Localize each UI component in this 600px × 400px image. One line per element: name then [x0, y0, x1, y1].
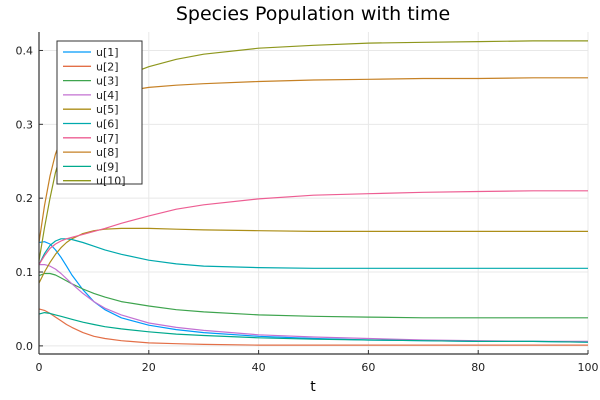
legend-label-u7: u[7] [96, 132, 119, 145]
legend-label-u5: u[5] [96, 103, 119, 116]
y-tick-label: 0.0 [16, 340, 34, 353]
series-line-u6 [38, 238, 588, 269]
legend-label-u4: u[4] [96, 89, 119, 102]
x-tick-label: 20 [142, 361, 156, 374]
x-tick-label: 0 [36, 361, 43, 374]
y-tick-label: 0.2 [16, 192, 34, 205]
y-tick-label: 0.3 [16, 118, 34, 131]
series-line-u9 [38, 312, 589, 343]
y-tick-label: 0.4 [16, 44, 34, 57]
legend-box [56, 40, 143, 185]
series-line-u5 [38, 227, 588, 284]
x-tick-label: 80 [471, 361, 485, 374]
series-line-u4 [39, 264, 588, 342]
legend-label-u6: u[6] [96, 118, 119, 131]
x-axis-label: t [310, 379, 316, 395]
axes: 0 20 40 60 80 100 0.0 0.1 0.2 0.3 0.4 [16, 32, 599, 374]
x-tick-label: 40 [252, 361, 266, 374]
series-line-u3 [38, 272, 588, 319]
series-line-u1 [38, 241, 589, 343]
x-tick-label: 60 [361, 361, 375, 374]
x-tick-label: 100 [578, 361, 599, 374]
legend-label-u2: u[2] [96, 60, 119, 73]
y-tick-label: 0.1 [16, 266, 34, 279]
series-line-u2 [38, 308, 588, 346]
chart-title: Species Population with time [176, 3, 450, 25]
series-line-u7 [38, 190, 588, 265]
legend-label-u3: u[3] [96, 75, 119, 88]
legend-label-u8: u[8] [96, 146, 119, 159]
legend-label-u9: u[9] [96, 160, 119, 173]
legend-label-u10: u[10] [96, 175, 126, 188]
legend-label-u1: u[1] [96, 46, 119, 59]
legend: u[1]u[2] u[3]u[4]u[5] u[6]u[7]u[8]u[9] u[10… [56, 40, 143, 188]
